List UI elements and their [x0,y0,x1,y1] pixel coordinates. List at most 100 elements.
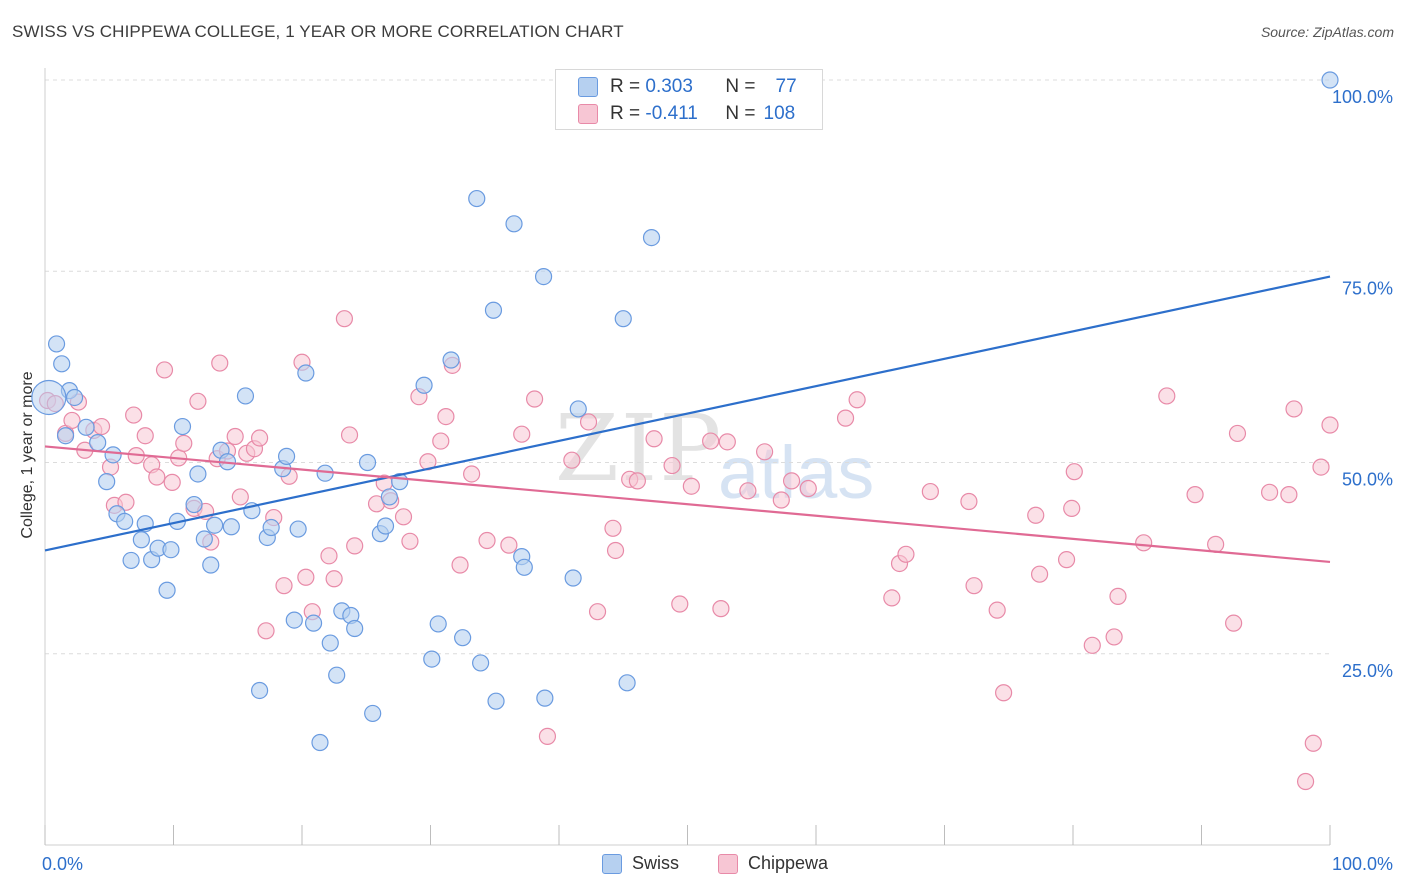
chippewa-point [921,482,939,501]
swiss-point [515,558,533,576]
chippewa-point [175,434,193,452]
axes [44,68,1331,846]
chippewa-point [671,595,689,613]
chippewa-point [1105,628,1123,646]
chippewa-point [394,508,413,526]
chippewa-point [645,430,663,448]
swiss-point [311,733,329,752]
swiss-point [380,488,398,506]
legend-item-chippewa[interactable]: Chippewa [718,853,828,874]
y-tick-label: 25.0% [1342,661,1393,681]
chippewa-point [1285,400,1303,418]
chippewa-point [1321,416,1339,434]
swiss-point [158,581,176,599]
chippewa-point [1063,499,1081,517]
swiss-point [614,310,632,328]
chippewa-point [848,391,866,409]
swiss-point [536,689,554,707]
swiss-points [31,71,1339,752]
swiss-point [132,531,150,549]
swiss-point-large [31,379,67,416]
chippewa-point [346,537,364,555]
chippewa-point [463,465,481,483]
chippewa-point [211,354,229,372]
swiss-point [484,301,503,319]
chippewa-point [1296,772,1315,791]
chippewa-point [1186,486,1204,504]
swiss-point [487,692,505,710]
chippewa-point [189,392,207,410]
swiss-point [173,417,192,436]
n-label: N = [725,76,756,97]
swiss-point [89,434,107,452]
chippewa-point [125,406,143,424]
swiss-point [116,512,134,531]
chippewa-point [1261,483,1279,501]
chippewa-point [63,411,81,430]
swiss-point [346,619,364,638]
chippewa-point [712,600,730,618]
swiss-point [304,614,323,632]
swiss-point [285,611,303,629]
swiss-point [423,650,441,668]
swiss-point [185,495,203,514]
swiss-point [505,215,523,233]
swiss-point [454,629,472,647]
chippewa-point [437,408,455,426]
x-tick-label: 100.0% [1332,854,1393,874]
swiss-point [564,569,582,587]
chart-title: SWISS VS CHIPPEWA COLLEGE, 1 YEAR OR MOR… [12,22,624,41]
legend-label-swiss: Swiss [632,853,680,873]
chippewa-point [563,451,581,469]
chippewa-point [897,545,915,563]
legend-row-swiss: R = 0.303 N = 77 [578,75,797,99]
chippewa-point [250,429,269,447]
chippewa-point [320,547,338,565]
swiss-swatch [578,77,598,97]
n-value: 77 [775,76,797,97]
chippewa-point [739,482,757,500]
swiss-swatch [602,853,622,874]
chippewa-point [148,468,166,486]
watermark-atlas: atlas [718,431,875,514]
chippewa-point [1228,424,1247,443]
chippewa-point [995,684,1013,702]
chippewa-point [401,532,419,550]
chippewa-point [718,433,736,451]
r-label: R = [610,76,641,97]
swiss-point [289,520,307,538]
chippewa-point [513,425,531,443]
swiss-point [376,517,395,535]
chippewa-point [538,727,557,745]
chippewa-point [663,456,681,475]
chippewa-point [836,409,855,427]
r-value: -0.411 [645,103,698,124]
chippewa-point [1109,587,1127,605]
swiss-point [472,654,490,672]
swiss-point [321,634,339,652]
legend-label-chippewa: Chippewa [748,853,829,873]
chippewa-point [1030,565,1049,583]
chippewa-point [799,479,817,498]
swiss-point [618,674,636,692]
n-value: 108 [763,103,796,124]
swiss-point [47,335,66,353]
swiss-point [262,518,280,537]
chippewa-point [1280,486,1298,504]
y-tick-label: 75.0% [1342,278,1393,298]
swiss-point [162,541,180,559]
swiss-point [206,516,224,534]
chippewa-point [1207,535,1225,553]
swiss-point [328,666,346,684]
chippewa-point [136,427,154,445]
chippewa-point [606,541,625,560]
swiss-point [65,388,84,407]
swiss-point [442,351,460,369]
swiss-point [358,453,377,472]
chippewa-point [1065,463,1083,481]
swiss-trend-line [44,275,1331,552]
swiss-point [236,387,255,405]
legend-item-swiss[interactable]: Swiss [602,853,679,874]
chippewa-point [257,622,275,640]
